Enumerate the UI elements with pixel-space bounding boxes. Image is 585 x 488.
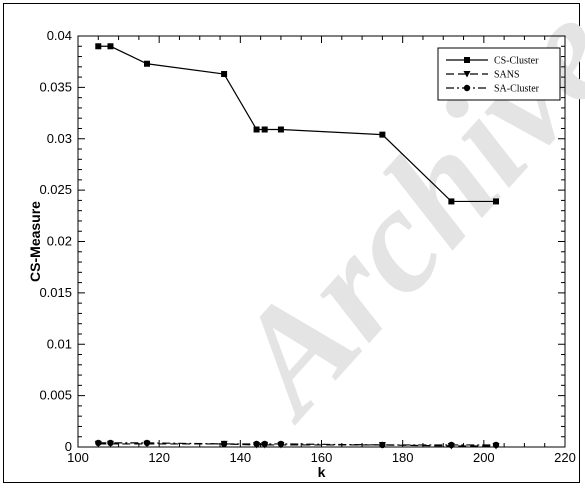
y-tick-label: 0.04 bbox=[47, 28, 72, 43]
data-point bbox=[277, 126, 284, 133]
x-tick-label: 140 bbox=[229, 450, 251, 465]
legend-entry: SANS bbox=[446, 70, 520, 81]
data-point bbox=[277, 440, 285, 448]
series-layer bbox=[94, 43, 500, 450]
legend-marker bbox=[463, 84, 471, 92]
legend-entry: SA-Cluster bbox=[446, 84, 540, 95]
data-point bbox=[379, 131, 386, 138]
x-tick-label: 100 bbox=[67, 450, 89, 465]
x-axis: 100 120 140 160 180 200 220 bbox=[67, 36, 576, 465]
data-point bbox=[107, 43, 114, 50]
series-line bbox=[98, 442, 497, 446]
x-tick-label: 160 bbox=[311, 450, 333, 465]
series-line bbox=[98, 443, 497, 447]
data-point bbox=[95, 43, 102, 50]
y-axis-label: CS-Measure bbox=[27, 201, 43, 282]
x-axis-label: k bbox=[318, 464, 326, 480]
y-tick-label: 0.015 bbox=[39, 285, 72, 300]
data-point bbox=[220, 440, 228, 448]
data-point bbox=[379, 441, 386, 449]
x-tick-label: 200 bbox=[473, 450, 495, 465]
data-point bbox=[95, 439, 102, 447]
data-point bbox=[107, 439, 114, 447]
y-tick-label: 0.005 bbox=[39, 388, 72, 403]
data-point bbox=[448, 198, 455, 205]
data-point bbox=[492, 441, 500, 449]
series-cs-cluster bbox=[95, 43, 500, 205]
data-point bbox=[493, 198, 500, 205]
x-tick-label: 180 bbox=[392, 450, 414, 465]
legend-label: SA-Cluster bbox=[494, 84, 540, 95]
legend-marker bbox=[464, 57, 470, 63]
y-tick-label: 0.02 bbox=[47, 234, 72, 249]
y-axis: 0 0.005 0.01 0.015 0.02 0.025 0.03 0.035 0.04 bbox=[39, 28, 565, 454]
data-point bbox=[261, 126, 268, 133]
data-point bbox=[143, 60, 150, 67]
series-sa-cluster bbox=[95, 439, 500, 449]
y-tick-label: 0.01 bbox=[47, 336, 72, 351]
x-tick-label: 220 bbox=[554, 450, 576, 465]
y-tick-label: 0.03 bbox=[47, 131, 72, 146]
y-tick-label: 0.025 bbox=[39, 182, 72, 197]
legend: CS-Cluster SANS SA-Cluster bbox=[437, 47, 561, 101]
series-line bbox=[98, 45, 497, 203]
legend-label: CS-Cluster bbox=[494, 56, 539, 67]
legend-label: SANS bbox=[494, 70, 520, 81]
data-point bbox=[261, 440, 268, 448]
legend-entry: CS-Cluster bbox=[446, 56, 539, 67]
data-point bbox=[253, 126, 260, 133]
y-tick-label: 0.035 bbox=[39, 79, 72, 94]
y-tick-label: 0 bbox=[65, 439, 72, 454]
data-point bbox=[143, 439, 151, 447]
data-point bbox=[221, 71, 228, 78]
x-tick-label: 120 bbox=[148, 450, 170, 465]
legend-marker bbox=[463, 71, 471, 78]
data-point bbox=[448, 441, 455, 449]
data-point bbox=[253, 440, 260, 448]
